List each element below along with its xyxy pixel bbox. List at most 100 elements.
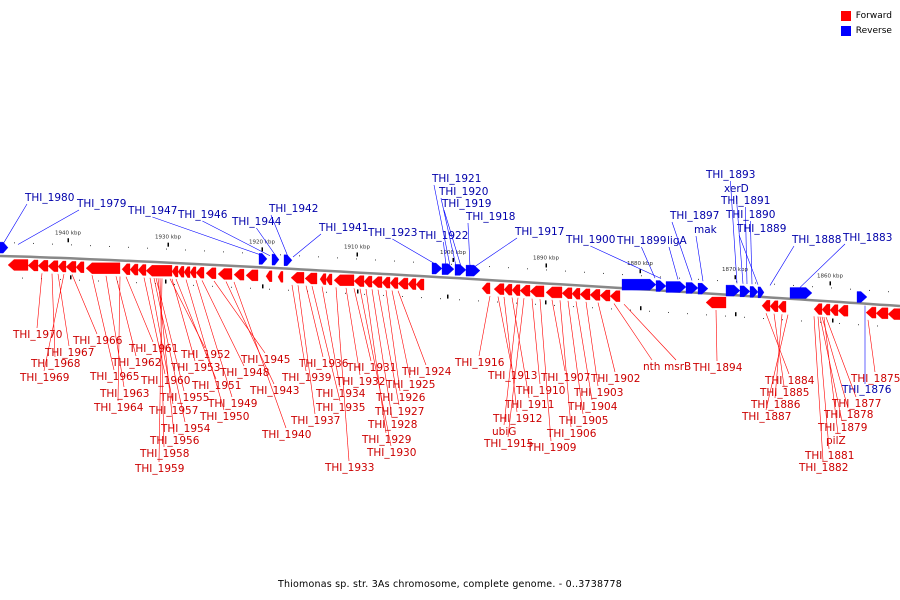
reverse-gene-arrow xyxy=(621,278,657,291)
forward-gene-arrow xyxy=(75,261,85,273)
forward-gene-label: THI_1940 xyxy=(261,429,311,441)
forward-gene-arrow xyxy=(233,269,245,281)
forward-gene-arrow xyxy=(7,259,29,271)
forward-gene-label: THI_1904 xyxy=(567,401,618,413)
leader-line xyxy=(17,209,80,245)
scale-tick xyxy=(70,275,72,280)
scale-dot xyxy=(128,246,129,248)
leader-line xyxy=(125,276,154,343)
scale-dot xyxy=(820,321,821,323)
forward-gene-arrow xyxy=(217,268,233,280)
scale-dot xyxy=(565,270,566,272)
forward-gene-arrow xyxy=(571,288,581,300)
forward-gene-arrow xyxy=(481,282,491,295)
scale-dot xyxy=(288,289,289,291)
forward-gene-label: THI_1957 xyxy=(148,405,198,417)
forward-gene-arrow xyxy=(769,300,779,312)
forward-gene-label: THI_1912 xyxy=(492,413,542,425)
forward-gene-arrow xyxy=(245,269,259,282)
scale-dot xyxy=(242,252,243,254)
scale-dot xyxy=(869,289,870,291)
forward-gene-label: msrB xyxy=(664,361,691,373)
forward-gene-label: THI_1916 xyxy=(454,357,505,369)
scale-dot xyxy=(668,311,669,313)
scale-tick xyxy=(832,318,834,323)
scale-dot xyxy=(166,248,167,250)
forward-gene-label: THI_1969 xyxy=(19,372,69,384)
forward-gene-label: THI_1928 xyxy=(367,419,417,431)
scale-dot xyxy=(109,245,110,247)
scale-dot xyxy=(850,288,851,290)
reverse-gene-arrow xyxy=(431,262,443,275)
legend-forward-label: Forward xyxy=(855,10,892,21)
reverse-gene-label: xerD xyxy=(724,183,749,195)
forward-gene-arrow xyxy=(829,304,839,316)
forward-gene-label: THI_1936 xyxy=(298,358,349,370)
reverse-gene-label: THI_1893 xyxy=(705,169,755,181)
scale-dot xyxy=(801,320,802,322)
leader-line xyxy=(2,203,28,245)
leader-line xyxy=(433,184,451,266)
forward-gene-arrow xyxy=(561,287,573,299)
forward-gene-label: THI_1925 xyxy=(385,379,435,391)
forward-gene-label: THI_1930 xyxy=(366,447,416,459)
scale-tick xyxy=(734,275,736,280)
forward-gene-arrow xyxy=(511,284,521,296)
leader-line xyxy=(292,233,322,258)
forward-gene-label: THI_1878 xyxy=(823,409,873,421)
forward-gene-label: THI_1955 xyxy=(159,392,209,404)
forward-gene-arrow xyxy=(777,301,787,313)
scale-dot xyxy=(90,245,91,247)
scale-dot xyxy=(231,286,232,288)
forward-gene-label: THI_1927 xyxy=(374,406,424,418)
reverse-gene-label: THI_1889 xyxy=(736,223,786,235)
forward-gene-label: THI_1907 xyxy=(540,372,590,384)
reverse-gene-arrow xyxy=(655,280,667,292)
leader-line xyxy=(813,316,824,462)
forward-gene-arrow xyxy=(319,273,327,285)
legend: Forward Reverse xyxy=(840,8,892,38)
forward-gene-arrow xyxy=(129,263,139,276)
forward-gene-label: THI_1948 xyxy=(219,367,269,379)
scale-dot xyxy=(649,310,650,312)
forward-gene-label: THI_1879 xyxy=(817,422,867,434)
forward-gene-label: THI_1885 xyxy=(759,387,809,399)
forward-gene-label: THI_1935 xyxy=(315,402,365,414)
reverse-gene-label: THI_1890 xyxy=(725,209,775,221)
forward-gene-arrow xyxy=(205,267,217,279)
forward-gene-arrow xyxy=(363,275,373,288)
reverse-gene-label: THI_1891 xyxy=(720,195,770,207)
leader-line xyxy=(531,298,541,385)
scale-dot xyxy=(831,287,832,289)
scale-dot xyxy=(839,322,840,324)
forward-gene-label: THI_1887 xyxy=(741,411,791,423)
forward-gene-label: THI_1934 xyxy=(315,388,366,400)
scale-dot xyxy=(280,254,281,256)
scale-dot xyxy=(413,261,414,263)
scale-dot xyxy=(679,277,680,279)
scale-dot xyxy=(497,301,498,303)
forward-gene-arrow xyxy=(875,307,889,319)
scale-dot xyxy=(394,260,395,262)
forward-gene-arrow xyxy=(609,290,621,302)
forward-gene-arrow xyxy=(397,277,409,290)
leader-line xyxy=(597,302,616,373)
scale-dot xyxy=(356,258,357,260)
forward-gene-arrow xyxy=(545,286,563,299)
forward-gene-arrow xyxy=(493,283,505,295)
forward-gene-label: THI_1956 xyxy=(149,435,200,447)
scale-dot xyxy=(793,284,794,286)
forward-gene-arrow xyxy=(381,276,391,289)
leader-line xyxy=(765,314,789,411)
leader-line xyxy=(817,316,830,450)
leader-line xyxy=(105,275,125,388)
leader-line xyxy=(503,296,518,413)
scale-dot xyxy=(546,269,547,271)
forward-gene-label: THI_1968 xyxy=(30,358,80,370)
scale-dot xyxy=(858,324,859,326)
scale-dot xyxy=(592,307,593,309)
forward-gene-label: THI_1931 xyxy=(346,362,396,374)
forward-gene-label: THI_1964 xyxy=(93,402,144,414)
scale-dot xyxy=(223,251,224,253)
scale-dot xyxy=(478,300,479,302)
